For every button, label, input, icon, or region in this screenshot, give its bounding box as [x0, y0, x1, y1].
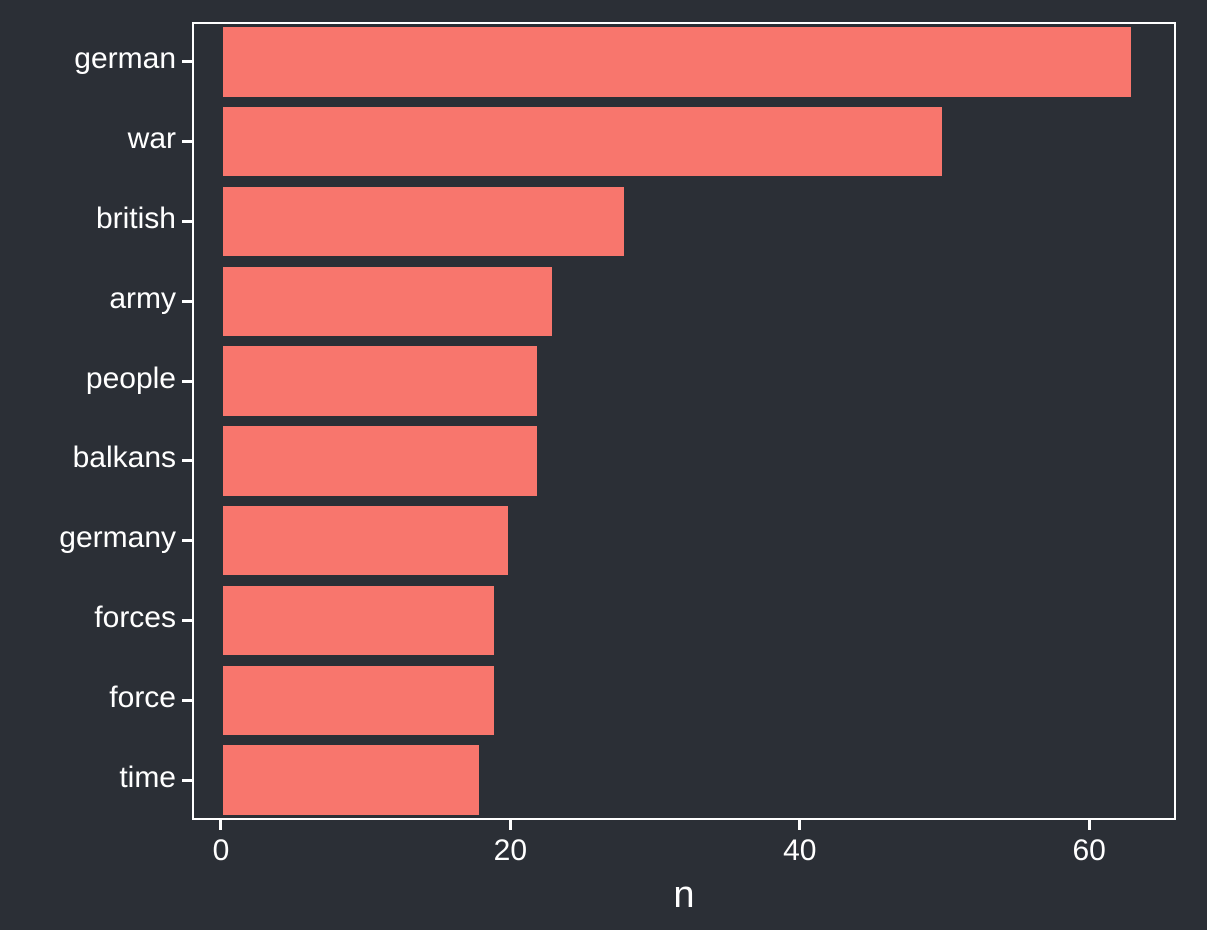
y-tick-label: germany [59, 521, 176, 555]
x-tick-label: 60 [1072, 834, 1105, 868]
chart-container: german war british army people balkans germany… [0, 0, 1207, 930]
y-tick-label: force [109, 681, 176, 715]
bar [221, 185, 626, 258]
x-tick-label: 20 [494, 834, 527, 868]
y-tick-mark [182, 699, 192, 702]
bar [221, 424, 539, 497]
y-tick-label: army [109, 282, 176, 316]
y-tick-label: german [74, 42, 176, 76]
bar [221, 504, 510, 577]
y-tick-mark [182, 60, 192, 63]
bar [221, 584, 496, 657]
x-tick-label: 40 [783, 834, 816, 868]
y-tick-label: balkans [73, 441, 176, 475]
y-tick-label: british [96, 202, 176, 236]
y-tick-mark [182, 140, 192, 143]
bar [221, 105, 945, 178]
bar [221, 265, 554, 338]
x-tick-mark [219, 820, 222, 830]
x-tick-mark [509, 820, 512, 830]
x-tick-mark [798, 820, 801, 830]
bar [221, 664, 496, 737]
bar [221, 25, 1133, 98]
y-tick-mark [182, 300, 192, 303]
y-tick-label: time [119, 761, 176, 795]
y-tick-mark [182, 539, 192, 542]
x-tick-mark [1088, 820, 1091, 830]
y-tick-mark [182, 619, 192, 622]
y-tick-mark [182, 380, 192, 383]
y-tick-mark [182, 459, 192, 462]
x-axis-title: n [673, 874, 694, 917]
y-tick-label: war [128, 122, 176, 156]
y-tick-mark [182, 779, 192, 782]
x-tick-label: 0 [213, 834, 230, 868]
bar [221, 344, 539, 417]
y-tick-mark [182, 220, 192, 223]
y-tick-label: forces [94, 601, 176, 635]
bar [221, 743, 481, 816]
y-tick-label: people [86, 362, 176, 396]
